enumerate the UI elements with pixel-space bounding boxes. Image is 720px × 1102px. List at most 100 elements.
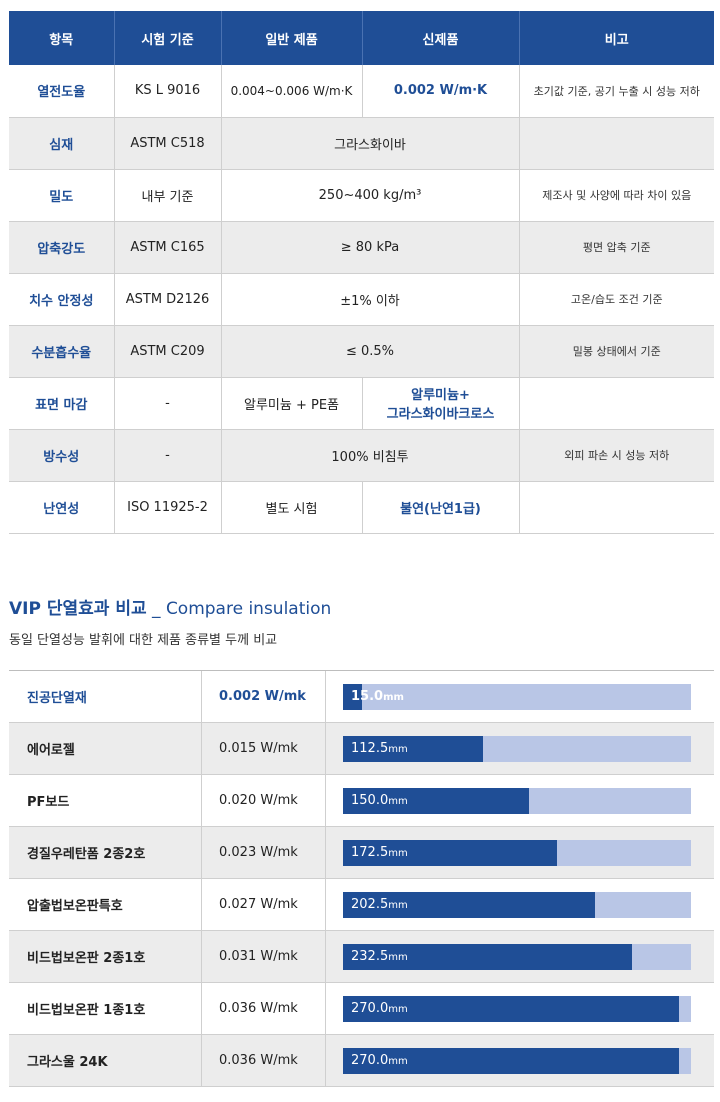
bar-track: 172.5mm — [343, 839, 691, 866]
row-item: 압축강도 — [9, 221, 114, 274]
bar-cell: 112.5mm — [326, 723, 714, 774]
row-standard: ASTM C518 — [113, 117, 221, 170]
row-new-line1: 알루미늄+ — [411, 388, 470, 403]
row-standard: ASTM C209 — [113, 325, 221, 378]
conductivity-value: 0.002 W/mk — [201, 671, 326, 722]
conductivity-value: 0.031 W/mk — [201, 931, 326, 982]
row-note: 외피 파손 시 성능 저하 — [518, 429, 714, 482]
row-note: 제조사 및 사양에 따라 차이 있음 — [518, 169, 714, 222]
bar-value-unit: mm — [388, 795, 408, 807]
row-item: 밀도 — [9, 169, 114, 222]
bar-cell: 172.5mm — [326, 827, 714, 878]
bar-value-number: 172.5 — [351, 844, 389, 860]
spec-header-row: 항목 시험 기준 일반 제품 신제품 비고 — [9, 11, 714, 65]
row-standard: KS L 9016 — [113, 65, 221, 118]
category-label: 압출법보온판특호 — [27, 899, 123, 914]
bar-value-number: 270.0 — [351, 1000, 389, 1016]
bar-track: 270.0mm — [343, 1047, 691, 1074]
section-subtitle: 동일 단열성능 발휘에 대한 제품 종류별 두께 비교 — [9, 633, 278, 648]
row-item: 표면 마감 — [9, 377, 114, 430]
table-row: 난연성 ISO 11925-2 별도 시험 불연(난연1급) — [9, 481, 714, 534]
row-item: 난연성 — [9, 481, 114, 534]
row-note — [518, 377, 714, 430]
bar-value-label: 202.5mm — [351, 892, 408, 918]
header-standard: 시험 기준 — [113, 11, 221, 65]
row-general: 알루미늄 + PE폼 — [220, 377, 362, 430]
row-general: 0.004~0.006 W/m·K — [220, 65, 362, 118]
row-note: 고온/습도 조건 기준 — [518, 273, 714, 326]
bar — [343, 735, 483, 762]
row-merged-value: 100% 비침투 — [220, 429, 519, 482]
table-row: 심재 ASTM C518 그라스화이바 — [9, 117, 714, 170]
row-merged-value: ≥ 80 kPa — [220, 221, 519, 274]
bar-track: 112.5mm — [343, 735, 691, 762]
chart-row: 진공단열재 0.002 W/mk 15.0mm — [9, 671, 714, 723]
section-title-ko: VIP 단열효과 비교 — [9, 599, 147, 619]
row-new: 0.002 W/m·K — [361, 65, 519, 118]
row-standard: 내부 기준 — [113, 169, 221, 222]
chart-row: 그라스울 24K 0.036 W/mk 270.0mm — [9, 1035, 714, 1087]
row-merged-value: ±1% 이하 — [220, 273, 519, 326]
spec-table: 항목 시험 기준 일반 제품 신제품 비고 열전도율 KS L 9016 0.0… — [9, 11, 714, 534]
row-item: 심재 — [9, 117, 114, 170]
bar — [343, 891, 595, 918]
row-merged-value: ≤ 0.5% — [220, 325, 519, 378]
category-label: 비드법보온판 1종1호 — [27, 1003, 146, 1018]
row-note: 평면 압축 기준 — [518, 221, 714, 274]
category-label: 그라스울 24K — [27, 1055, 108, 1070]
bar-track: 202.5mm — [343, 891, 691, 918]
bar-cell: 150.0mm — [326, 775, 714, 826]
bar-value-label: 112.5mm — [351, 736, 408, 762]
row-standard: ASTM C165 — [113, 221, 221, 274]
bar-value-unit: mm — [388, 743, 408, 755]
conductivity-value: 0.036 W/mk — [201, 1035, 326, 1086]
bar-cell: 15.0mm — [326, 671, 714, 722]
bar-value-label: 270.0mm — [351, 996, 408, 1022]
bar — [343, 1047, 679, 1074]
bar-value-number: 15.0 — [351, 688, 384, 704]
table-row: 치수 안정성 ASTM D2126 ±1% 이하 고온/습도 조건 기준 — [9, 273, 714, 326]
bar-cell: 232.5mm — [326, 931, 714, 982]
chart-row: 압출법보온판특호 0.027 W/mk 202.5mm — [9, 879, 714, 931]
row-note: 밀봉 상태에서 기준 — [518, 325, 714, 378]
chart-row: 비드법보온판 2종1호 0.031 W/mk 232.5mm — [9, 931, 714, 983]
chart-row: 에어로젤 0.015 W/mk 112.5mm — [9, 723, 714, 775]
table-row: 표면 마감 - 알루미늄 + PE폼 알루미늄+ 그라스화이바크로스 — [9, 377, 714, 430]
row-general: 별도 시험 — [220, 481, 362, 534]
bar-track: 270.0mm — [343, 995, 691, 1022]
bar-value-number: 270.0 — [351, 1052, 389, 1068]
bar-track: 15.0mm — [343, 683, 691, 710]
bar-value-number: 232.5 — [351, 948, 389, 964]
row-merged-value: 그라스화이바 — [220, 117, 519, 170]
row-standard: - — [113, 429, 221, 482]
bar-track: 150.0mm — [343, 787, 691, 814]
table-row: 열전도율 KS L 9016 0.004~0.006 W/m·K 0.002 W… — [9, 65, 714, 118]
row-standard: - — [113, 377, 221, 430]
section-title: VIP 단열효과 비교 _ Compare insulation — [9, 594, 331, 619]
bar-cell: 270.0mm — [326, 983, 714, 1034]
bar-value-number: 150.0 — [351, 792, 389, 808]
bar — [343, 787, 529, 814]
bar-value-label: 172.5mm — [351, 840, 408, 866]
table-row: 수분흡수율 ASTM C209 ≤ 0.5% 밀봉 상태에서 기준 — [9, 325, 714, 378]
conductivity-value: 0.036 W/mk — [201, 983, 326, 1034]
category-label: 경질우레탄폼 2종2호 — [27, 847, 146, 862]
table-row: 방수성 - 100% 비침투 외피 파손 시 성능 저하 — [9, 429, 714, 482]
bar-cell: 270.0mm — [326, 1035, 714, 1086]
bar — [343, 995, 679, 1022]
row-item: 치수 안정성 — [9, 273, 114, 326]
row-note — [518, 481, 714, 534]
bar-value-unit: mm — [388, 1055, 408, 1067]
row-new-line2: 그라스화이바크로스 — [386, 407, 495, 422]
bar-value-unit: mm — [388, 1003, 408, 1015]
header-new: 신제품 — [361, 11, 519, 65]
bar — [343, 839, 557, 866]
bar-value-unit: mm — [383, 691, 404, 703]
row-new: 알루미늄+ 그라스화이바크로스 — [361, 377, 519, 430]
bar-cell: 202.5mm — [326, 879, 714, 930]
header-note: 비고 — [518, 11, 714, 65]
row-standard: ASTM D2126 — [113, 273, 221, 326]
bar-value-label: 270.0mm — [351, 1048, 408, 1074]
row-item: 열전도율 — [9, 65, 114, 118]
bar-track: 232.5mm — [343, 943, 691, 970]
